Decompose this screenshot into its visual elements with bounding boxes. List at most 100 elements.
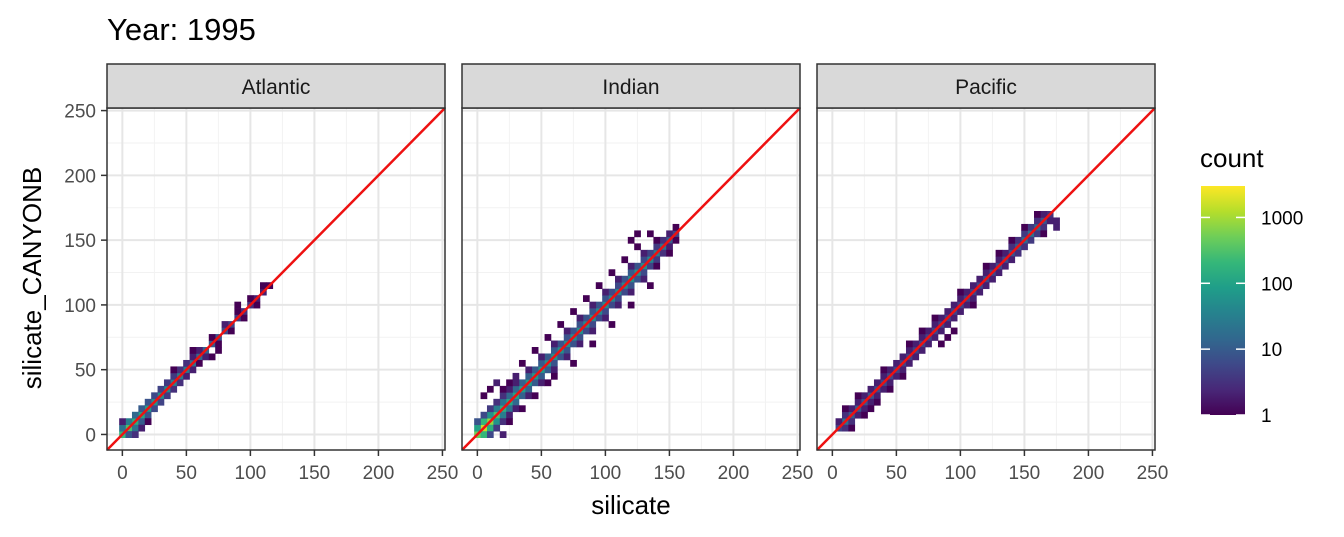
heatmap-bin [138,418,146,426]
y-tick-label: 200 [64,166,96,187]
facet-strip-label: Indian [602,76,659,99]
heatmap-bin [531,366,539,374]
heatmap-bin [615,275,622,283]
legend-break-label: 1 [1261,406,1272,427]
heatmap-bin [918,347,926,354]
heatmap-bin [995,249,1003,257]
heatmap-bin [595,314,603,322]
heatmap-bin [151,405,158,413]
heatmap-bin [125,418,133,426]
heatmap-bin [873,379,881,387]
heatmap-bin [848,424,856,432]
heatmap-bin [563,353,571,361]
heatmap-bin [602,314,609,322]
heatmap-bin [486,405,494,413]
heatmap-bin [1034,210,1041,218]
heatmap-bin [506,418,513,426]
chart-title: Year: 1995 [107,12,256,47]
x-tick-label: 250 [782,463,814,484]
heatmap-bin [880,366,888,374]
heatmap-bin [647,262,654,270]
heatmap-bin [538,359,545,367]
facet-strip-label: Pacific [955,76,1017,99]
x-tick-label: 150 [654,463,686,484]
heatmap-bin [666,249,673,257]
heatmap-bin [215,347,222,354]
heatmap-bin [841,405,849,413]
heatmap-bin [512,379,520,387]
facet-panel-atlantic: Atlantic 0 50 100 150 200 250 0 50 100 150 200 250 [64,63,458,484]
heatmap-bin [931,321,939,328]
heatmap-bin [544,353,552,361]
legend-break-label: 10 [1261,340,1282,361]
heatmap-bin [1008,243,1016,251]
heatmap-bin [1034,230,1041,238]
heatmap-bin [963,301,971,309]
heatmap-bin [621,275,629,283]
y-axis-title: silicate_CANYONB [17,167,47,390]
x-tick-label: 200 [718,463,750,484]
heatmap-bin [506,385,513,393]
heatmap-bin [640,269,648,277]
heatmap-bin [608,269,616,277]
facet-strip-label: Atlantic [242,76,311,99]
heatmap-bin [493,398,501,406]
heatmap-bin [170,385,178,393]
heatmap-bin [995,269,1003,277]
heatmap-bin [957,295,964,302]
heatmap-bin [157,398,165,406]
heatmap-bin [1046,217,1054,225]
heatmap-bin [163,392,171,400]
heatmap-bin [602,308,609,315]
heatmap-bin [1021,230,1028,238]
heatmap-bin [1002,249,1009,257]
heatmap-bin [493,405,501,413]
heatmap-bin [841,424,849,432]
heatmap-bin [163,379,171,387]
heatmap-bin [550,347,558,354]
x-tick-label: 0 [117,463,128,484]
heatmap-bin [563,327,571,335]
heatmap-bin [893,359,900,367]
legend-break-label: 100 [1261,274,1293,295]
heatmap-bin [634,243,641,251]
heatmap-bin [499,418,507,426]
heatmap-bin [873,392,881,400]
heatmap-bin [512,398,520,406]
heatmap-bin [1040,210,1048,218]
heatmap-bin [640,256,648,264]
heatmap-bin [950,327,958,335]
x-tick-label: 150 [1009,463,1041,484]
heatmap-bin [195,347,203,354]
legend-break-label: 1000 [1261,208,1303,229]
heatmap-bin [931,314,939,322]
heatmap-bin [183,372,190,380]
heatmap-bin [215,340,222,348]
heatmap-bin [640,249,648,257]
heatmap-bin [144,418,152,426]
heatmap-bin [570,327,577,335]
heatmap-bin [550,372,558,380]
heatmap-bin [570,359,577,367]
heatmap-bin [653,243,661,251]
heatmap-bin [506,392,513,400]
heatmap-bin [208,353,216,361]
heatmap-bin [602,288,609,296]
heatmap-bin [531,379,539,387]
heatmap-bin [1021,223,1028,231]
heatmap-bin [867,398,875,406]
heatmap-bin [480,411,488,419]
heatmap-bin [151,392,158,400]
heatmap-bin [518,405,526,413]
heatmap-bin [615,282,622,290]
heatmap-bin [221,321,229,328]
heatmap-bin [653,236,661,244]
heatmap-bin [672,223,680,231]
heatmap-bin [589,301,597,309]
heatmap-bin [627,301,635,309]
x-tick-label: 0 [827,463,838,484]
heatmap-bin [518,392,526,400]
heatmap-bin [608,321,616,328]
heatmap-bin [119,418,126,426]
